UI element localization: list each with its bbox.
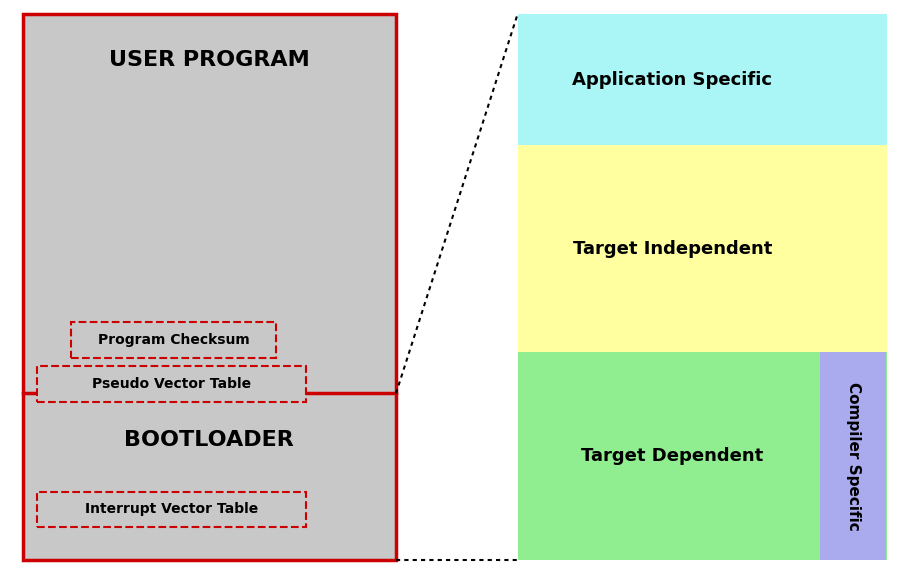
- Bar: [820, 353, 886, 560]
- Text: Pseudo Vector Table: Pseudo Vector Table: [93, 377, 251, 391]
- Bar: [38, 492, 306, 527]
- Text: USER PROGRAM: USER PROGRAM: [109, 50, 310, 70]
- Bar: [38, 366, 306, 402]
- Text: Compiler Specific: Compiler Specific: [846, 382, 860, 530]
- Text: Target Independent: Target Independent: [572, 240, 772, 258]
- Bar: [518, 145, 886, 353]
- Text: Target Dependent: Target Dependent: [581, 447, 763, 465]
- Bar: [518, 353, 886, 560]
- Text: Interrupt Vector Table: Interrupt Vector Table: [86, 502, 258, 516]
- Text: Program Checksum: Program Checksum: [98, 334, 249, 347]
- Bar: [22, 14, 396, 560]
- Text: BOOTLOADER: BOOTLOADER: [124, 430, 294, 450]
- Text: Application Specific: Application Specific: [572, 71, 772, 89]
- Bar: [71, 323, 276, 358]
- Bar: [518, 14, 886, 145]
